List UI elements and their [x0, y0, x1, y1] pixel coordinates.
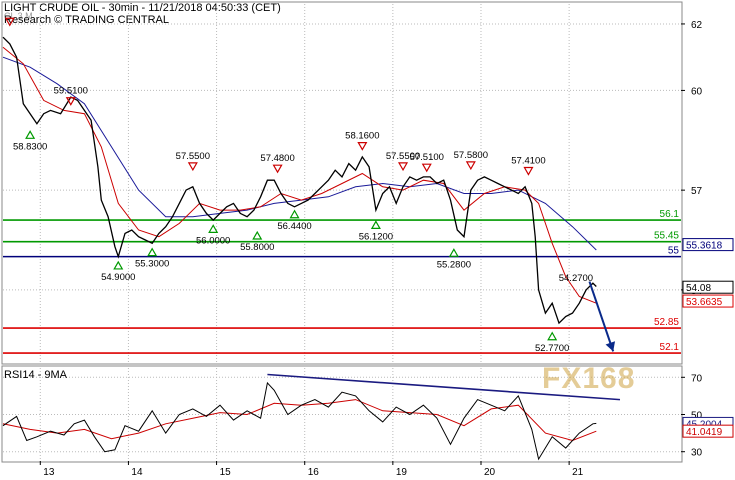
symbol-tag: CL 3 M [4, 11, 33, 21]
level-label-52.85: 52.85 [654, 317, 679, 328]
pivot-low-label: 55.8000 [240, 242, 274, 253]
x-tick-label-16: 16 [308, 467, 320, 478]
forecast-arrow-shaft [588, 281, 615, 352]
pivot-high-marker [465, 161, 476, 171]
level-label-55.45: 55.45 [654, 231, 679, 242]
pivot-low-marker [370, 220, 381, 229]
chart-title: LIGHT CRUDE OIL - 30min - 11/21/2018 04:… [4, 2, 281, 14]
price-line [2, 36, 597, 325]
price-panel-frame [1, 1, 683, 365]
pivot-low-label: 56.1200 [359, 231, 393, 242]
pivot-low-label: 56.0000 [196, 235, 230, 246]
fx168-watermark: FX168 [542, 362, 635, 395]
value-box-label-pivot_blue: 55.3618 [686, 241, 723, 252]
pivot-low-label: 54.9000 [101, 272, 135, 283]
pivot-high-label: 57.5500 [176, 151, 210, 162]
pivot-low-marker [208, 224, 219, 233]
rsi-tick-label-50: 50 [691, 411, 703, 422]
x-tick-label-15: 15 [220, 467, 232, 478]
pivot-low-marker [547, 331, 558, 341]
rsi-line [2, 381, 597, 461]
pivot-low-label: 55.3000 [135, 259, 169, 270]
price-annotation-label: 54.2700 [559, 273, 593, 284]
pivot-high-marker [421, 163, 432, 173]
rsi-trendline [267, 373, 621, 401]
value-box-pivot_blue [682, 238, 734, 252]
ma-fast-line [2, 46, 597, 304]
price-grid [3, 4, 681, 363]
pivot-low-label: 58.8300 [13, 141, 47, 152]
price-lines [2, 36, 616, 352]
x-tick-label-19: 19 [396, 467, 408, 478]
pivot-high-label: 58.1600 [345, 131, 379, 142]
x-tick-label-20: 20 [484, 467, 496, 478]
x-axis: 13 14 15 16 19 20 21 [39, 461, 584, 478]
pivot-high-marker [397, 162, 409, 172]
pivot-low-marker [25, 130, 36, 139]
pivot-high-label: 57.4800 [260, 153, 294, 164]
pivot-low-label: 52.7700 [535, 343, 569, 354]
pivot-high-marker [4, 17, 15, 27]
x-tick-label-14: 14 [131, 467, 143, 478]
value-box-label-price: 54.08 [686, 283, 711, 294]
value-box-price [682, 280, 734, 294]
forecast-arrow-head [605, 341, 616, 352]
x-tick-label-21: 21 [572, 467, 584, 478]
value-box-resistance_red [682, 294, 734, 308]
price-levels: 56.1 55.45 55 52.85 52.1 [3, 209, 681, 354]
rsi-tick-label-70: 70 [691, 373, 703, 384]
chart-research-credit: Research © TRADING CENTRAL [4, 14, 169, 26]
pivot-high-label: 57.5800 [454, 150, 488, 161]
level-label-52.1: 52.1 [660, 342, 680, 353]
pivot-high-label: 59.5100 [54, 86, 88, 97]
pivot-low-marker [289, 209, 300, 219]
pivot-low-marker [448, 248, 459, 257]
rsi-tick-label-30: 30 [691, 448, 703, 459]
pivot-high-marker [523, 166, 534, 176]
pivot-high-marker [65, 97, 76, 106]
pivot-high-label: 57.5500 [386, 151, 420, 162]
pivot-low-marker [252, 230, 263, 240]
x-tick-label-13: 13 [43, 467, 55, 478]
pivot-low-label: 56.4400 [277, 221, 311, 232]
price-tick-label-57: 57 [691, 186, 703, 197]
rsi-axis: 30507045.200441.0419 [681, 373, 734, 459]
value-box-label-resistance_red: 53.6635 [686, 297, 723, 308]
value-box-rsi_ma [682, 424, 734, 438]
pivot-low-marker [113, 260, 124, 270]
pivot-high-marker [187, 162, 198, 172]
rsi-panel-title: RSI14 - 9MA [4, 369, 68, 381]
rsi-lines [2, 373, 621, 461]
price-tick-label-62: 62 [691, 20, 703, 31]
pivot-low-marker [147, 247, 158, 257]
level-label-55: 55 [668, 246, 680, 257]
price-tick-label-60: 60 [691, 86, 703, 97]
pivot-high-marker [272, 164, 283, 174]
pivot-low-label: 55.2800 [437, 259, 471, 270]
level-label-56.1: 56.1 [660, 209, 680, 220]
pivot-high-marker [357, 141, 368, 151]
pivot-high-label: 57.5100 [410, 152, 444, 163]
pivot-high-label: 57.4100 [511, 156, 545, 167]
value-box-label-rsi_ma: 41.0419 [686, 427, 723, 438]
